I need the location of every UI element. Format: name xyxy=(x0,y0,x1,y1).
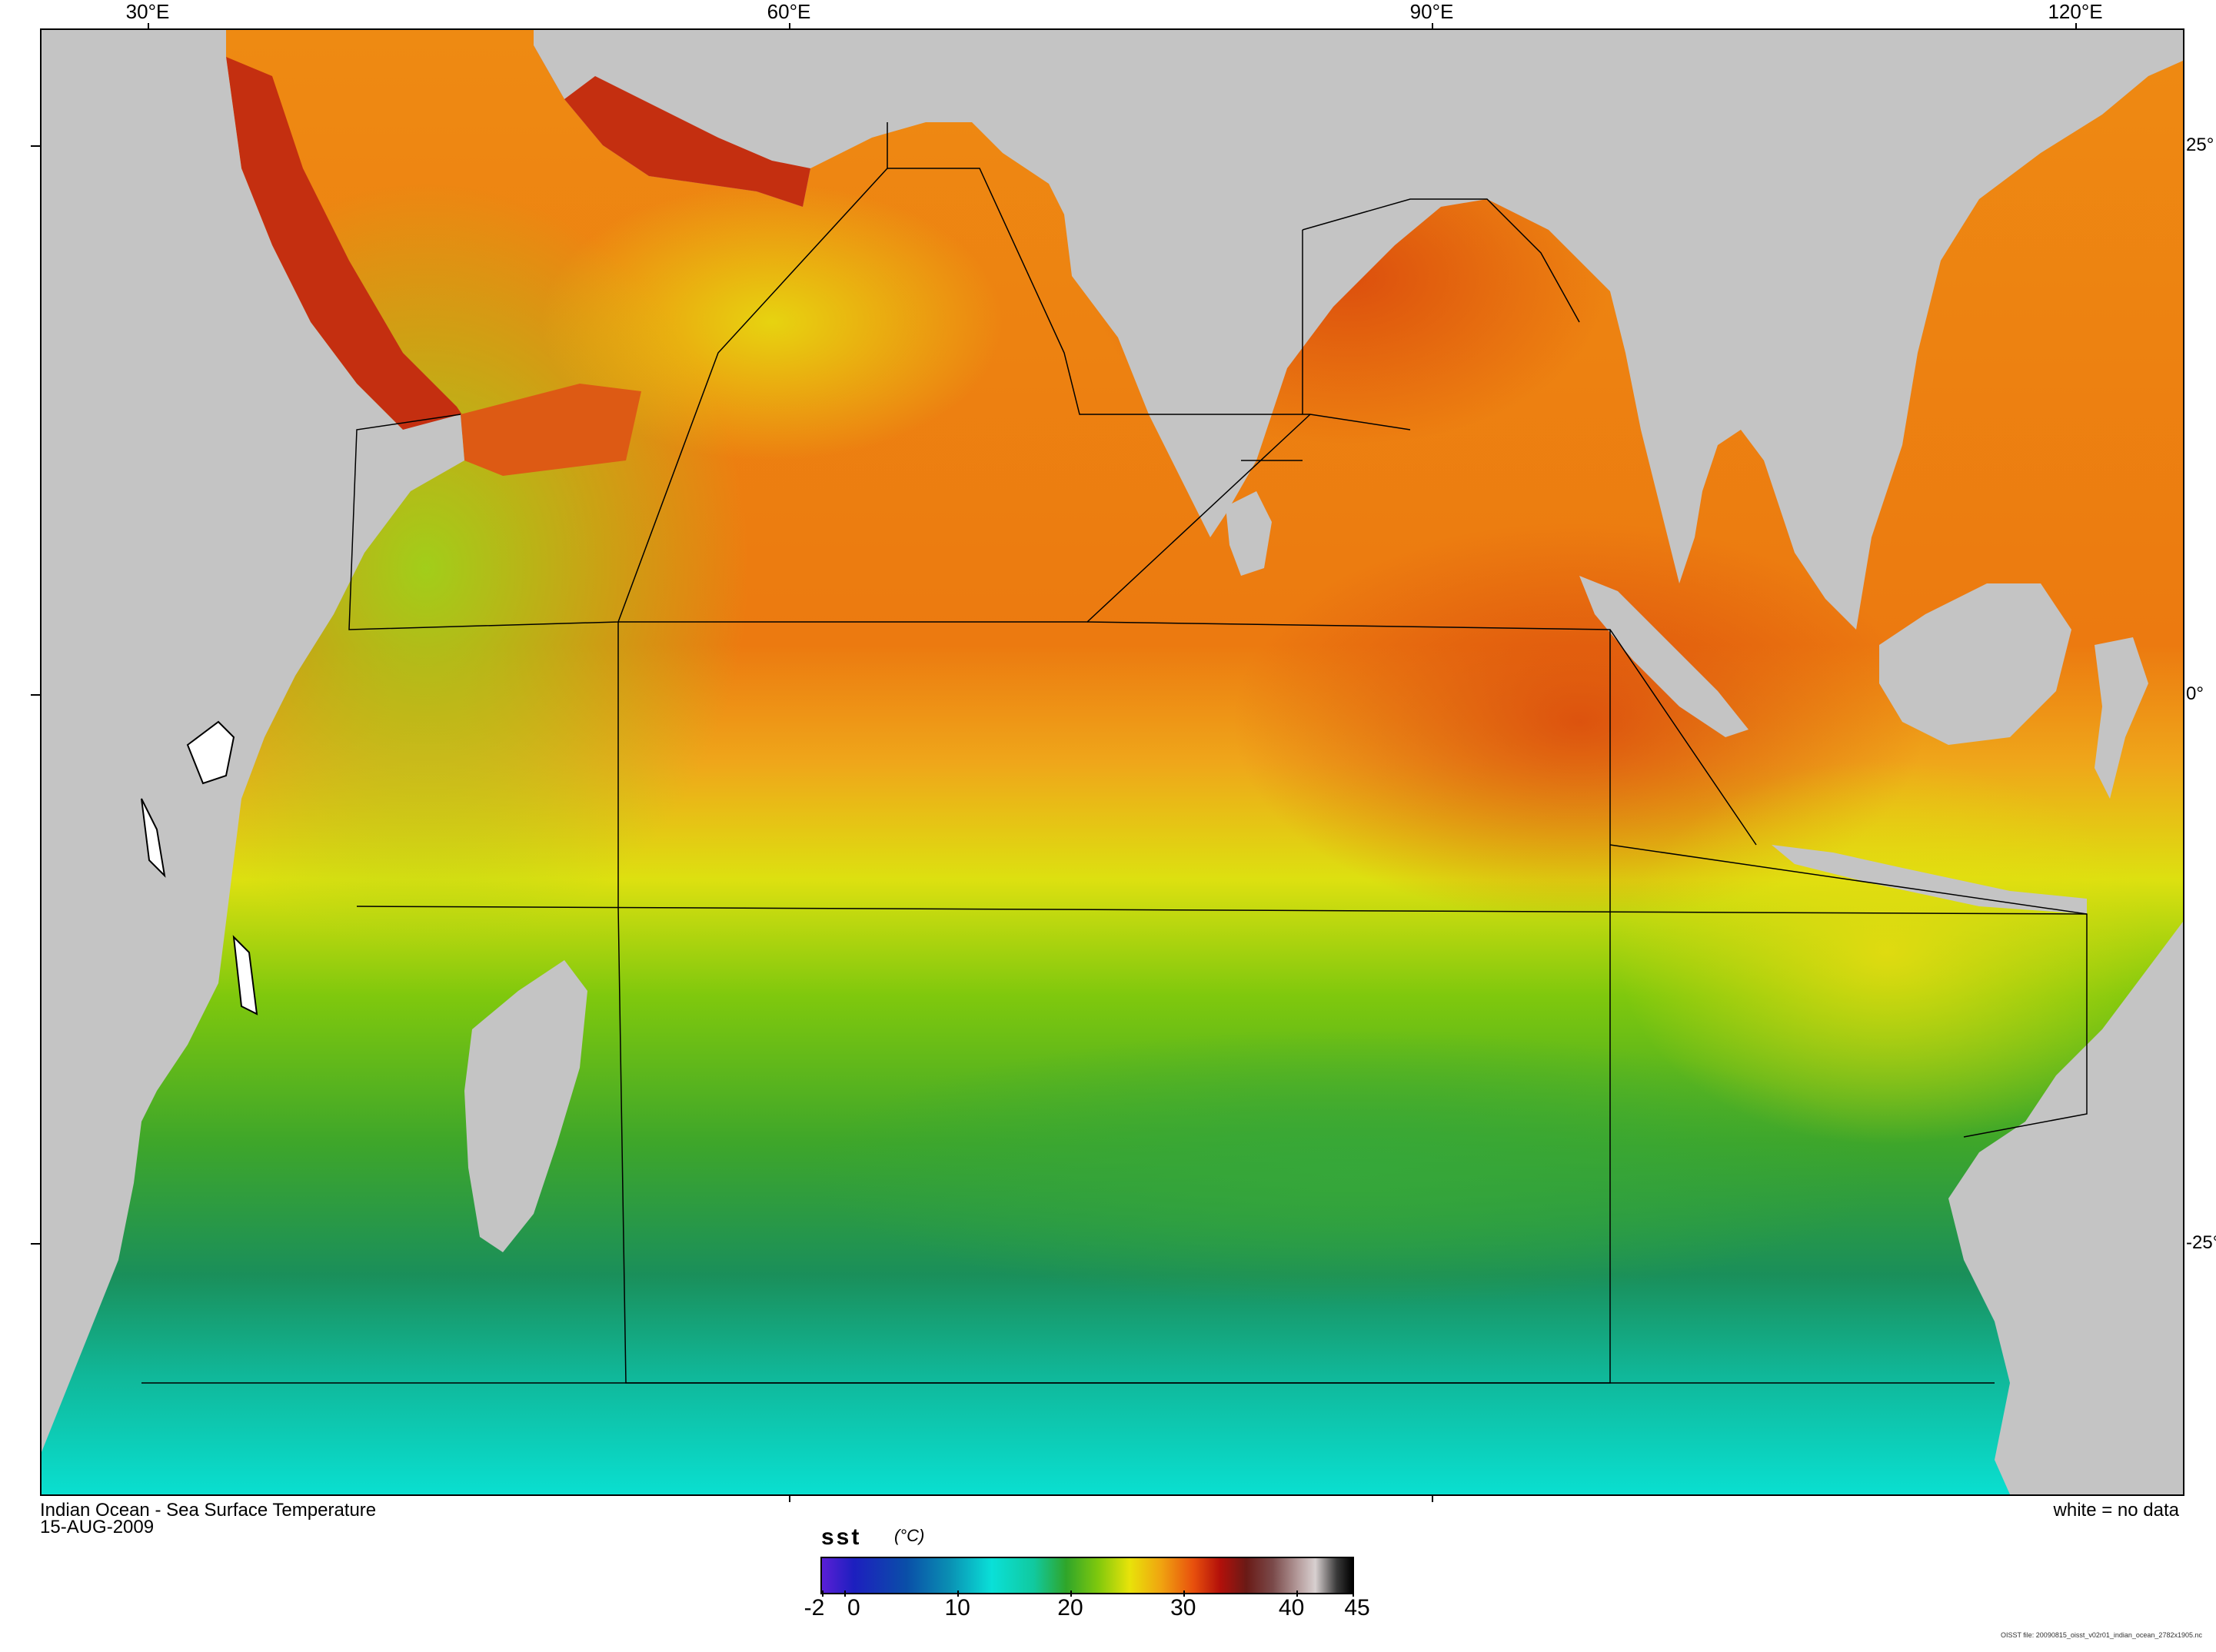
lat-tick-left-25s xyxy=(31,1243,40,1245)
arabian-sea-upwelling xyxy=(541,184,1003,460)
persian-gulf-overlay xyxy=(564,76,810,207)
australia xyxy=(1948,922,2183,1494)
lon-tick-top-60 xyxy=(789,23,790,32)
lat-tick-left-0 xyxy=(31,694,40,696)
ocean-region-boundaries xyxy=(141,122,2088,1384)
no-data-lake-1 xyxy=(141,798,166,878)
lat-label-0: 0° xyxy=(2186,683,2204,704)
java xyxy=(1772,845,2087,914)
sst-colorbar xyxy=(820,1557,1354,1594)
lon-label-90e: 90°E xyxy=(1409,0,1454,23)
colorbar-tick-mark xyxy=(844,1591,847,1597)
red-sea xyxy=(226,57,472,445)
map-date: 15-AUG-2009 xyxy=(40,1517,155,1537)
colorbar-tick-label: 45 xyxy=(1344,1595,1370,1620)
colorbar-tick-label: 40 xyxy=(1278,1595,1305,1620)
colorbar-tick-label: 30 xyxy=(1170,1595,1196,1620)
sulawesi xyxy=(2095,637,2148,799)
lon-label-60e: 60°E xyxy=(767,0,811,23)
madagascar xyxy=(464,960,587,1252)
sst-map-svg xyxy=(42,30,2183,1494)
sri-lanka xyxy=(1226,491,1272,576)
lon-tick-top-120 xyxy=(2075,23,2077,32)
sumatra xyxy=(1579,576,1749,737)
africa-landmass xyxy=(42,30,464,1452)
colorbar-tick-mark xyxy=(1070,1591,1072,1597)
southeast-warm-tongue xyxy=(1618,760,2156,1145)
lon-label-120e: 120°E xyxy=(2048,0,2103,23)
colorbar-tick-label: 10 xyxy=(944,1595,970,1620)
file-note: OISST file: 20090815_oisst_v02r01_indian… xyxy=(2000,1631,2202,1639)
colorbar-tick-mark xyxy=(822,1591,824,1597)
lon-label-30e: 30°E xyxy=(125,0,170,23)
lon-tick-top-30 xyxy=(148,23,149,32)
map-title: Indian Ocean - Sea Surface Temperature xyxy=(40,1500,377,1521)
gulf-of-aden xyxy=(461,384,641,476)
southern-green-band xyxy=(810,1029,1887,1306)
colorbar-tick-label: 20 xyxy=(1057,1595,1083,1620)
colorbar-tick-label: -2 xyxy=(804,1595,825,1620)
colorbar-units: (°C) xyxy=(894,1526,925,1545)
no-data-lake-2 xyxy=(232,935,258,1015)
colorbar-tick-mark xyxy=(1183,1591,1185,1597)
colorbar-tick-mark xyxy=(1353,1591,1354,1597)
colorbar-variable: sst xyxy=(821,1524,862,1550)
lat-label-25s: -25° xyxy=(2186,1232,2216,1253)
no-data-legend-note: white = no data xyxy=(2053,1500,2179,1521)
colorbar-tick-mark xyxy=(957,1591,960,1597)
colorbar-tick-mark xyxy=(1296,1591,1298,1597)
lat-label-25n: 25° xyxy=(2186,135,2214,155)
borneo xyxy=(1879,583,2071,745)
lon-tick-bottom-60 xyxy=(789,1493,790,1502)
colorbar-tick-label: 0 xyxy=(847,1595,860,1620)
lat-tick-left-25n xyxy=(31,145,40,147)
lon-tick-bottom-90 xyxy=(1432,1493,1433,1502)
no-data-patch xyxy=(186,720,235,785)
sst-map xyxy=(40,28,2184,1496)
lon-tick-top-90 xyxy=(1432,23,1433,32)
